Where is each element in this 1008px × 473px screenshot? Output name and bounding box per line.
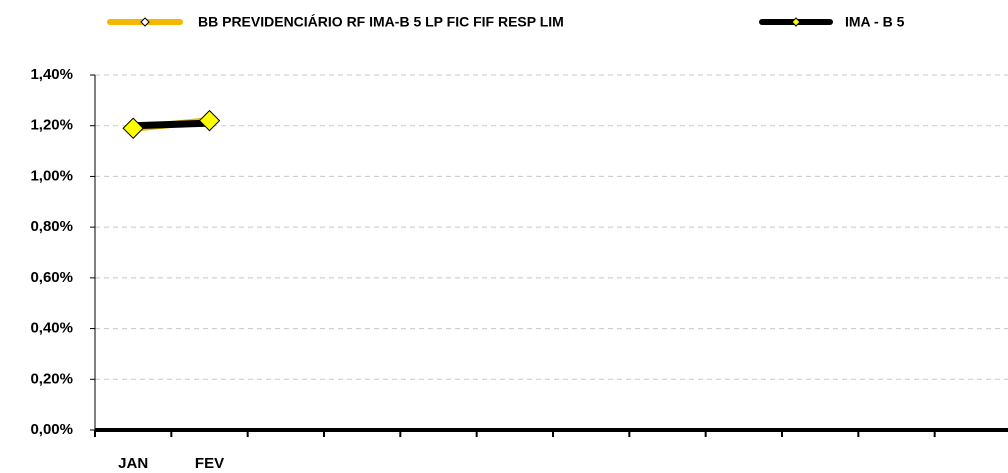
legend: BB PREVIDENCIÁRIO RF IMA-B 5 LP FIC FIF … <box>107 14 905 30</box>
y-tick-label: 1,40% <box>30 66 73 83</box>
y-tick-label: 0,20% <box>30 370 73 387</box>
y-tick-label: 0,60% <box>30 269 73 286</box>
series-line <box>129 119 213 130</box>
legend-label: IMA - B 5 <box>845 14 905 30</box>
y-tick-label: 0,80% <box>30 218 73 235</box>
y-tick-label: 1,00% <box>30 167 73 184</box>
x-tick-label: FEV <box>195 455 224 472</box>
series-marker <box>122 117 144 139</box>
y-tick-label: 0,40% <box>30 320 73 337</box>
series-marker <box>198 109 221 132</box>
legend-label: BB PREVIDENCIÁRIO RF IMA-B 5 LP FIC FIF … <box>198 14 564 30</box>
y-tick-label: 0,00% <box>30 421 73 438</box>
legend-marker <box>791 17 801 27</box>
y-tick-label: 1,20% <box>30 117 73 134</box>
legend-marker <box>140 17 150 27</box>
x-tick-label: JAN <box>118 455 148 472</box>
